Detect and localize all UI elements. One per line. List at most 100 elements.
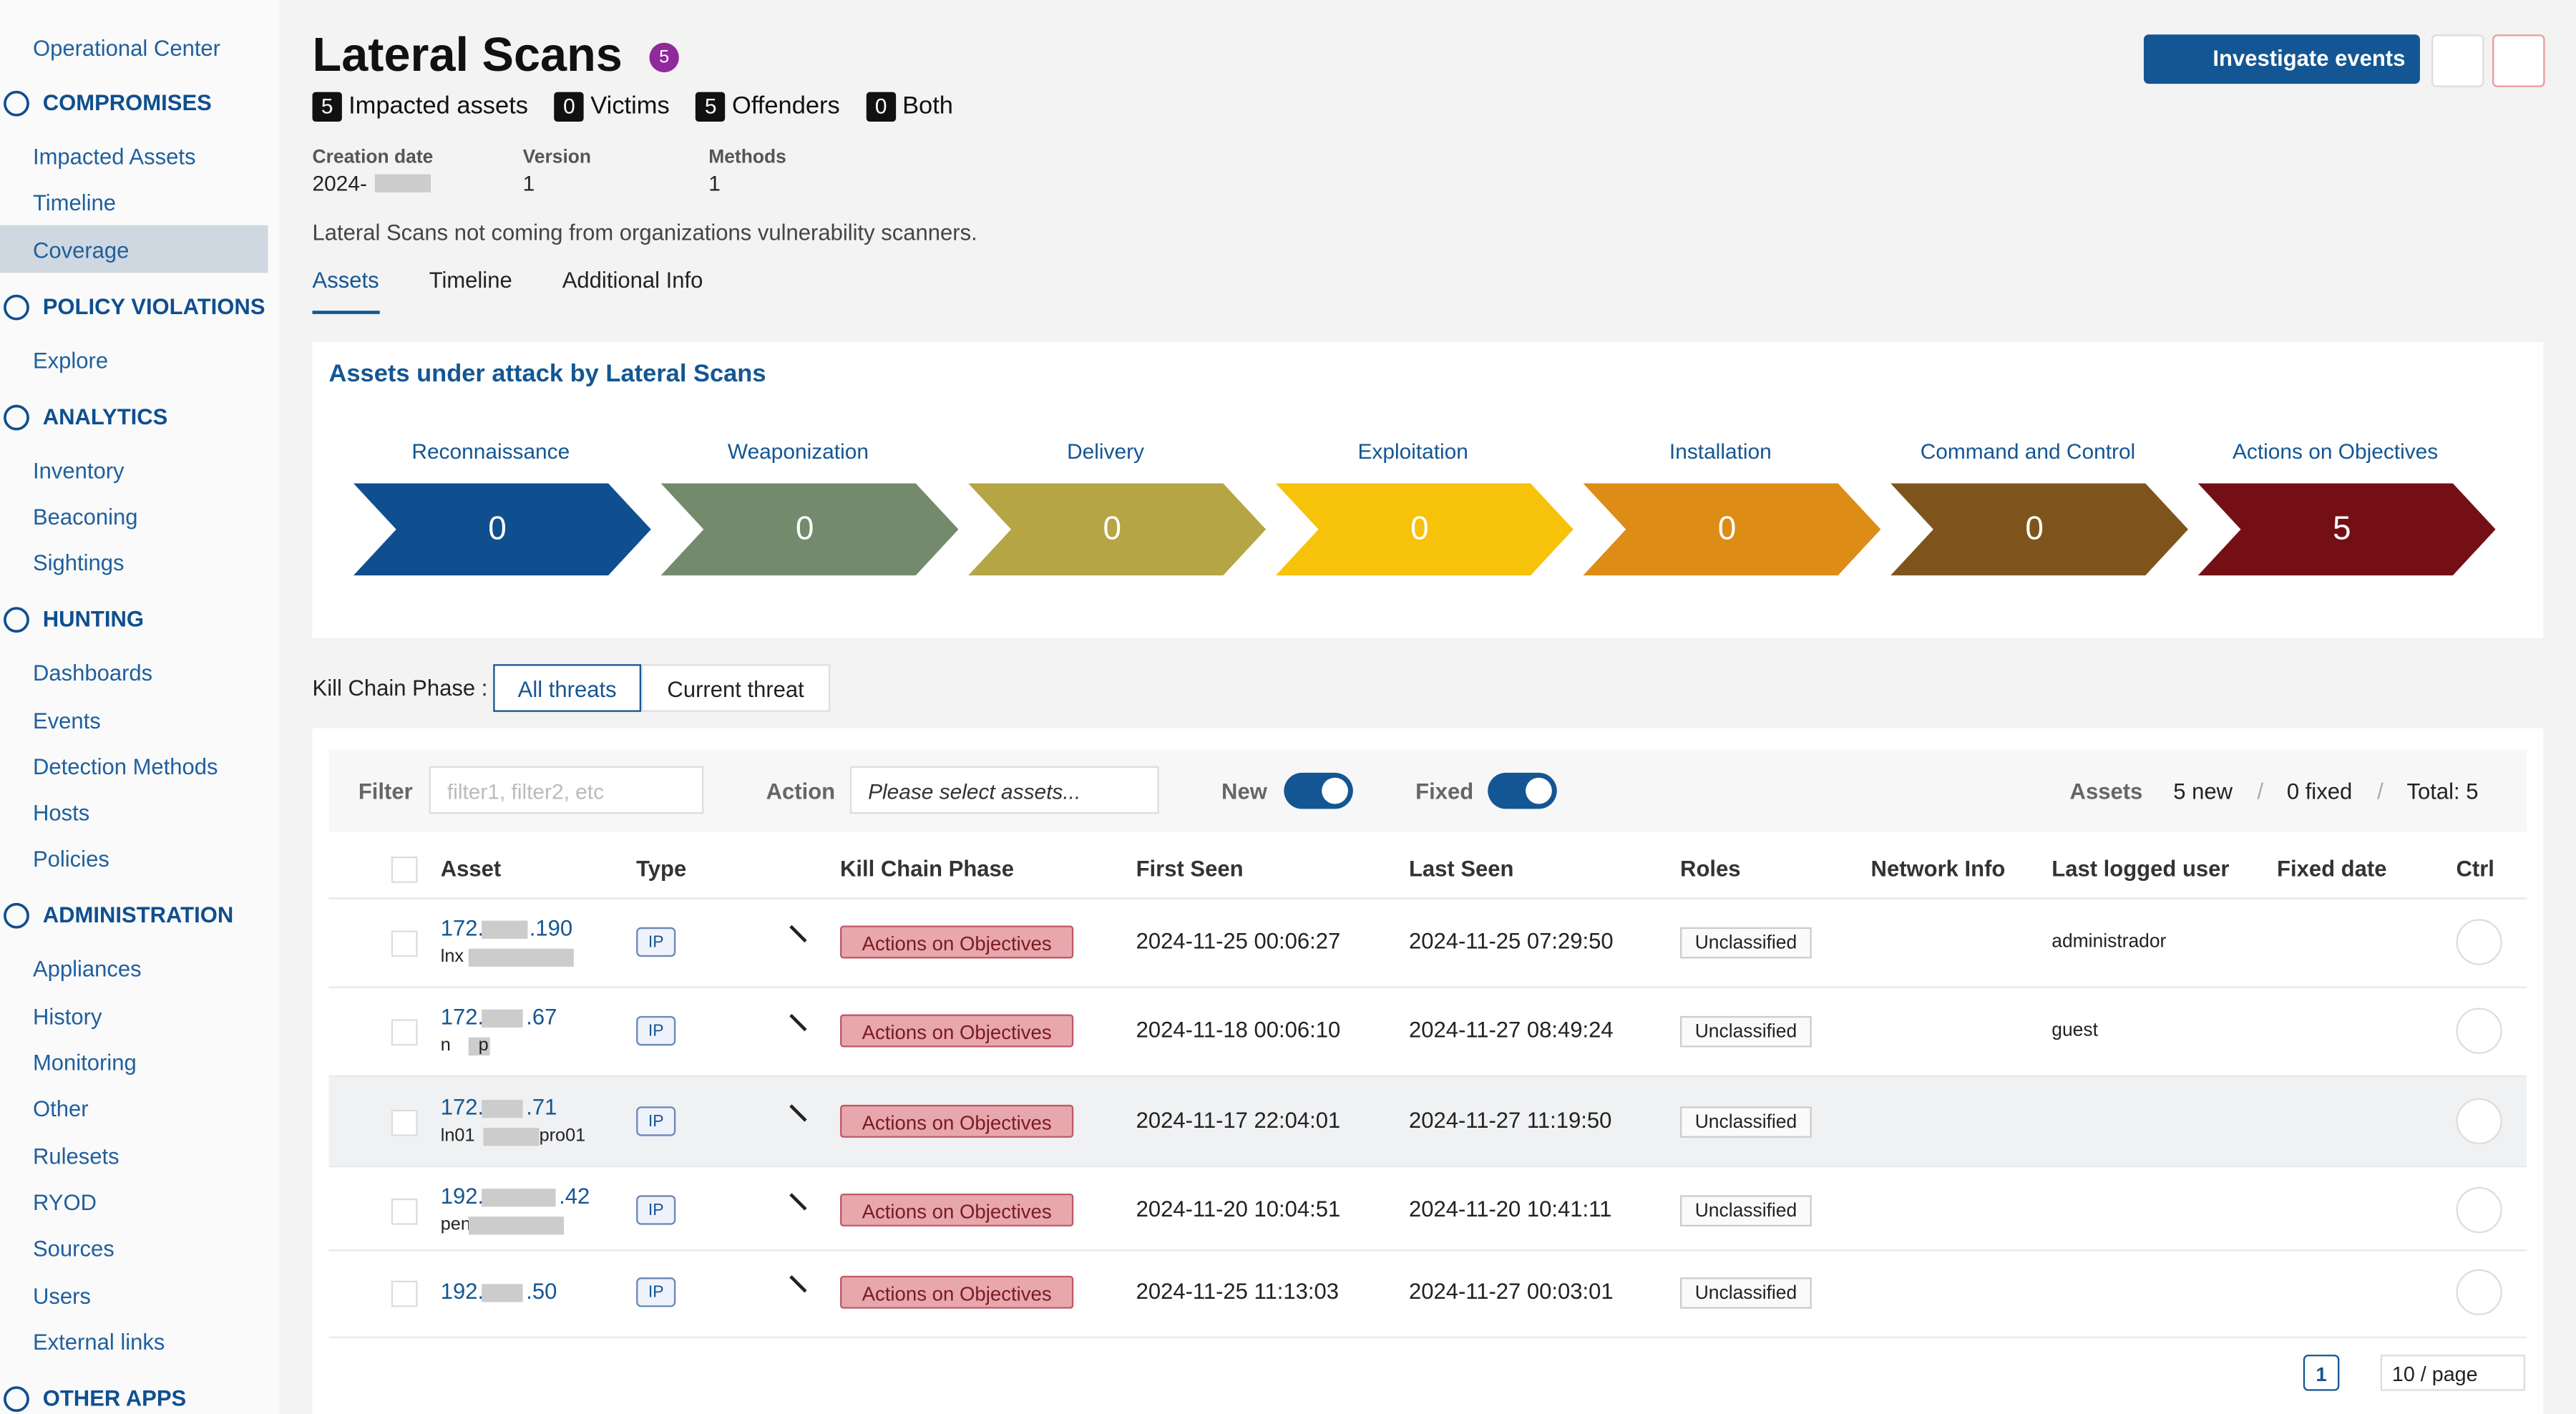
nav-item[interactable]: Policies: [32, 847, 109, 872]
last-seen: 2024-11-20 10:41:11: [1408, 1196, 1612, 1222]
description: Lateral Scans not coming from organizati…: [312, 220, 977, 245]
nav-item[interactable]: Rulesets: [32, 1144, 119, 1169]
nav-item[interactable]: Operational Center: [32, 36, 221, 62]
row-checkbox[interactable]: [391, 1198, 418, 1225]
expand-button[interactable]: [343, 1282, 361, 1300]
nav-item[interactable]: Beaconing: [32, 504, 138, 530]
toggle[interactable]: [1284, 772, 1353, 809]
counter-label: Both: [902, 92, 953, 120]
nav-item[interactable]: Monitoring: [32, 1050, 137, 1076]
asset-ip-end[interactable]: .71: [526, 1095, 557, 1120]
nav-item[interactable]: External links: [32, 1330, 165, 1355]
expand-button[interactable]: [343, 1111, 361, 1129]
phase-count: 0: [1103, 511, 1122, 548]
page-button[interactable]: 1: [2303, 1355, 2340, 1391]
host-end: pro01: [539, 1126, 586, 1146]
option-label: Current threat: [667, 677, 804, 703]
table-panel: [312, 728, 2544, 1414]
page-size[interactable]: 10 / page: [2380, 1355, 2525, 1391]
section-icon: [4, 903, 29, 930]
section-title[interactable]: COMPROMISES: [42, 90, 212, 115]
nav-item[interactable]: Explore: [32, 348, 109, 373]
column-header[interactable]: Fixed date: [2277, 856, 2387, 882]
filter-input[interactable]: filter1, filter2, etc: [429, 766, 704, 814]
redacted: [468, 1037, 490, 1055]
header-checkbox: [391, 856, 418, 883]
expand-button[interactable]: [343, 1021, 361, 1039]
column-header[interactable]: Last Seen: [1408, 856, 1514, 882]
expand-button[interactable]: [343, 932, 361, 950]
asset-ip-end[interactable]: .67: [526, 1004, 557, 1030]
nav-item[interactable]: Detection Methods: [32, 754, 218, 779]
asset-ip[interactable]: 192.: [440, 1279, 484, 1304]
column-header[interactable]: Type: [636, 856, 687, 882]
expand-button[interactable]: [343, 1200, 361, 1218]
tab[interactable]: Additional Info: [562, 268, 703, 293]
nav-item[interactable]: RYOD: [32, 1190, 97, 1215]
row-checkbox[interactable]: [391, 1280, 418, 1307]
edit-button[interactable]: [2431, 34, 2484, 87]
section-title[interactable]: POLICY VIOLATIONS: [42, 293, 265, 318]
phase-name: Command and Control: [1920, 439, 2136, 464]
nav-item[interactable]: Dashboards: [32, 661, 153, 686]
row-checkbox[interactable]: [391, 1109, 418, 1136]
row-menu[interactable]: [2456, 919, 2502, 965]
delete-button[interactable]: [2492, 34, 2545, 87]
column-header[interactable]: Roles: [1680, 856, 1741, 882]
nav-item[interactable]: Sightings: [32, 551, 125, 576]
circle: [4, 903, 29, 930]
row-checkbox[interactable]: [391, 930, 418, 957]
meta-label: Version: [522, 147, 592, 168]
asset-ip[interactable]: 172.: [440, 1004, 484, 1030]
row-highlight: [328, 1076, 2527, 1166]
circle: [4, 1385, 29, 1412]
column-header[interactable]: Last logged user: [2051, 856, 2230, 882]
row-menu[interactable]: [2456, 1269, 2502, 1315]
first-seen: 2024-11-25 00:06:27: [1136, 929, 1341, 954]
column-header[interactable]: Kill Chain Phase: [840, 856, 1015, 882]
phase-option[interactable]: Current threat: [641, 664, 831, 712]
section-title[interactable]: ANALYTICS: [42, 404, 168, 429]
nav-item[interactable]: Hosts: [32, 801, 90, 826]
counter-label: Impacted assets: [348, 92, 529, 120]
nav-item[interactable]: Appliances: [32, 957, 142, 983]
row-menu[interactable]: [2456, 1008, 2502, 1054]
section-title[interactable]: HUNTING: [42, 607, 145, 632]
column-header[interactable]: First Seen: [1136, 856, 1244, 882]
column-header[interactable]: Asset: [440, 856, 502, 882]
nav-item[interactable]: Events: [32, 708, 101, 733]
column-header[interactable]: Network Info: [1870, 856, 2006, 882]
asset-ip-end[interactable]: .190: [529, 915, 573, 941]
tab[interactable]: Assets: [312, 268, 379, 293]
nav-item[interactable]: Impacted Assets: [32, 145, 196, 170]
phase-label: Actions on Objectives: [862, 932, 1052, 955]
asset-ip-end[interactable]: .42: [559, 1184, 590, 1209]
phase-name: Installation: [1669, 439, 1772, 464]
row-checkbox[interactable]: [391, 1019, 418, 1046]
action-select[interactable]: Please select assets...: [849, 766, 1159, 814]
asset-ip[interactable]: 192.: [440, 1184, 484, 1209]
host: pen: [440, 1214, 471, 1235]
nav-item[interactable]: Users: [32, 1283, 91, 1308]
summary-item: Total: 5: [2406, 779, 2479, 804]
asset-ip[interactable]: 172.: [440, 915, 484, 941]
section-title[interactable]: OTHER APPS: [42, 1385, 187, 1410]
investigate-button[interactable]: Investigate events: [2143, 34, 2420, 84]
toggle[interactable]: [1488, 772, 1557, 809]
toggle-knob: [1526, 777, 1552, 804]
section-title[interactable]: ADMINISTRATION: [42, 903, 234, 928]
asset-ip[interactable]: 172.: [440, 1095, 484, 1120]
nav-item[interactable]: Coverage: [32, 238, 130, 263]
asset-ip-end[interactable]: .50: [526, 1279, 557, 1304]
column-header[interactable]: Ctrl: [2456, 856, 2494, 882]
nav-item[interactable]: Inventory: [32, 458, 125, 483]
nav-item[interactable]: Other: [32, 1097, 89, 1122]
row-menu[interactable]: [2456, 1098, 2502, 1145]
redacted: [468, 948, 574, 967]
nav-item[interactable]: Timeline: [32, 191, 117, 216]
phase-option[interactable]: All threats: [493, 664, 642, 712]
row-menu[interactable]: [2456, 1186, 2502, 1234]
nav-item[interactable]: History: [32, 1004, 102, 1029]
tab[interactable]: Timeline: [429, 268, 512, 293]
nav-item[interactable]: Sources: [32, 1237, 114, 1262]
